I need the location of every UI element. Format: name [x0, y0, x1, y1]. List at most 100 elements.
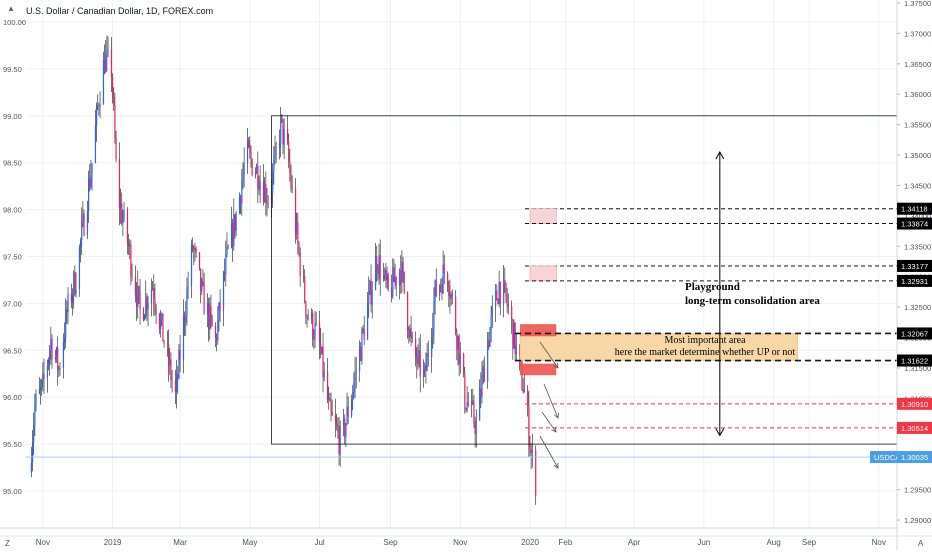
- candle-up: [86, 211, 89, 236]
- price-tag-1.30514: 1.30514: [897, 421, 932, 434]
- candle-down: [456, 332, 458, 350]
- candle-down: [195, 248, 197, 253]
- candle-up: [481, 375, 483, 397]
- candle-up: [302, 275, 305, 277]
- zoom-button-left[interactable]: Z: [5, 539, 10, 548]
- drawings[interactable]: Playground long-term consolidation area Mo…: [26, 115, 898, 469]
- candle-up: [503, 280, 505, 304]
- right-tick-label: 1.32500: [904, 303, 931, 312]
- candle-down: [288, 141, 290, 162]
- auto-scale-button[interactable]: A: [918, 539, 924, 548]
- candle-down: [281, 114, 283, 120]
- candle-up: [31, 442, 34, 463]
- candle-down: [177, 374, 179, 379]
- candle-down: [193, 249, 195, 251]
- price-tag-bg: [897, 217, 932, 230]
- candle-down: [163, 341, 165, 344]
- candle-up: [440, 284, 442, 286]
- candle-up: [513, 322, 515, 349]
- candle-down: [521, 361, 523, 390]
- candle-down: [312, 312, 314, 340]
- left-price-axis: 100.00 99.50 99.00 98.50 98.00 97.50 97.00 96.5…: [3, 18, 26, 496]
- candle-down: [131, 275, 133, 277]
- time-label: Nov: [36, 538, 50, 547]
- candle-down: [297, 222, 299, 244]
- candle-down: [448, 285, 450, 296]
- time-label: 2020: [521, 538, 539, 547]
- price-tag-text: 1.30514: [901, 424, 928, 433]
- candle-up: [161, 313, 163, 320]
- candle-up: [355, 371, 357, 372]
- candle-up: [339, 425, 341, 455]
- right-tick-label: 1.36000: [904, 90, 931, 99]
- candle-down: [370, 281, 372, 305]
- candle-down: [377, 269, 379, 274]
- candle-down: [249, 147, 251, 152]
- candle-down: [211, 316, 213, 326]
- candle-down: [336, 423, 338, 427]
- candle-up: [90, 174, 92, 188]
- candle-down: [379, 255, 381, 280]
- candle-down: [115, 138, 117, 160]
- candle-down: [514, 322, 516, 354]
- candle-up: [359, 347, 361, 372]
- candle-down: [174, 380, 177, 392]
- candle-down: [338, 431, 340, 455]
- time-label: Mar: [173, 538, 187, 547]
- candle-down: [118, 159, 121, 209]
- candle-down: [66, 308, 68, 313]
- time-label: Feb: [559, 538, 573, 547]
- candle-down: [130, 245, 132, 276]
- candle-up: [94, 125, 97, 164]
- candle-down: [203, 283, 205, 315]
- price-tag-text: 1.32067: [901, 329, 928, 338]
- price-tag-text: 1.30910: [901, 400, 928, 409]
- grid: [26, 0, 897, 528]
- candle-up: [280, 114, 282, 144]
- candle-down: [326, 371, 329, 400]
- candle-down: [202, 280, 204, 284]
- consolidation-box: [271, 115, 898, 445]
- right-tick-label: 1.37000: [904, 29, 931, 38]
- candle-up: [230, 223, 233, 248]
- candle-up: [49, 349, 51, 360]
- candle-down: [262, 180, 265, 203]
- candle-up: [343, 418, 345, 426]
- candle-down: [519, 344, 521, 357]
- candle-down: [170, 359, 172, 380]
- candle-down: [411, 334, 413, 339]
- candle-up: [490, 315, 492, 329]
- time-axis[interactable]: Nov 2019 Mar May Jul Sep Nov 2020 Feb Apr Jun Aug Se…: [36, 538, 886, 547]
- candle-up: [442, 264, 444, 294]
- candle-up: [81, 222, 83, 241]
- playground-subtitle: long-term consolidation area: [685, 295, 820, 307]
- candle-up: [238, 196, 241, 214]
- candle-down: [427, 353, 429, 357]
- candle-up: [79, 240, 82, 247]
- candle-up: [352, 392, 354, 400]
- candle-down: [240, 196, 242, 204]
- candle-up: [368, 291, 370, 305]
- candle-down: [224, 272, 226, 275]
- candle-down: [299, 252, 301, 277]
- candle-down: [219, 302, 221, 311]
- candle-up: [62, 342, 65, 369]
- candle-down: [282, 119, 284, 145]
- candle-down: [403, 271, 405, 293]
- candle-down: [97, 105, 99, 107]
- candle-up: [310, 312, 313, 319]
- candle-up: [102, 59, 105, 105]
- candle-up: [433, 301, 435, 329]
- candle-up: [367, 304, 369, 340]
- candle-down: [488, 340, 490, 347]
- candle-down: [162, 313, 164, 342]
- candle-down: [522, 389, 524, 393]
- candle-up: [431, 337, 433, 357]
- candle-down: [74, 272, 76, 294]
- candle-down: [407, 292, 409, 331]
- candle-down: [528, 406, 530, 447]
- important-area-line2: here the market determine whether UP or …: [615, 347, 796, 358]
- candle-down: [391, 288, 393, 297]
